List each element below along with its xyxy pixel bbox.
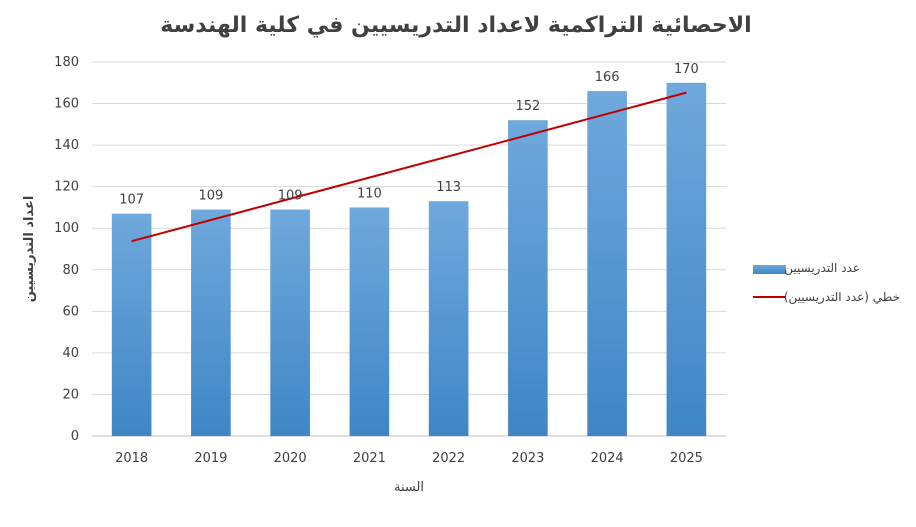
data-label: 152 [515, 99, 540, 114]
x-tick-label: 2025 [670, 451, 703, 466]
x-tick-label: 2021 [353, 451, 386, 466]
bar [270, 209, 310, 436]
x-axis: 2018 2019 2020 2021 2022 2023 2024 2025 [115, 451, 703, 466]
data-label: 110 [357, 186, 382, 201]
y-tick-label: 180 [54, 55, 79, 70]
y-axis: 0 20 40 60 80 100 120 140 160 180 [54, 55, 79, 444]
bar [111, 213, 152, 436]
chart-title: الاحصائية التراكمية لاعداد التدريسيين في… [160, 13, 751, 38]
x-tick-label: 2020 [274, 451, 307, 466]
y-tick-label: 160 [54, 97, 79, 112]
bar [191, 209, 231, 436]
bar [508, 120, 548, 436]
legend-swatch-bars [753, 265, 786, 274]
legend-label-bars: عدد التدريسيين [784, 261, 860, 276]
data-label: 113 [436, 180, 461, 195]
x-tick-label: 2018 [115, 451, 148, 466]
data-labels: 107 109 109 110 113 152 166 170 [119, 62, 699, 208]
data-label: 109 [198, 189, 223, 204]
y-tick-label: 40 [62, 346, 79, 361]
y-tick-label: 80 [62, 263, 79, 278]
y-tick-label: 120 [54, 180, 79, 195]
y-axis-title: اعداد التدريسيين [22, 196, 37, 303]
x-axis-title: السنة [394, 480, 424, 495]
x-tick-label: 2022 [432, 451, 465, 466]
x-tick-label: 2019 [194, 451, 227, 466]
y-tick-label: 60 [62, 304, 79, 319]
y-tick-label: 20 [62, 387, 79, 402]
trendline [131, 91, 687, 243]
legend-label-trendline: خطي (عدد التدريسيين) [784, 290, 900, 305]
trendline-path [131, 91, 687, 243]
x-tick-label: 2023 [511, 451, 544, 466]
gridlines [92, 61, 726, 437]
bar [587, 91, 627, 436]
bar [428, 201, 469, 436]
data-label: 109 [278, 189, 303, 204]
data-label: 166 [595, 70, 620, 85]
y-tick-label: 100 [54, 221, 79, 236]
bar [666, 82, 707, 437]
y-tick-label: 0 [71, 429, 79, 444]
bars [111, 82, 707, 437]
legend: عدد التدريسيين خطي (عدد التدريسيين) [753, 261, 900, 305]
legend-item-bars: عدد التدريسيين [753, 261, 860, 276]
y-tick-label: 140 [54, 138, 79, 153]
x-tick-label: 2024 [591, 451, 624, 466]
data-label: 107 [119, 193, 144, 208]
bar [349, 207, 390, 436]
legend-item-trendline: خطي (عدد التدريسيين) [753, 290, 900, 305]
data-label: 170 [674, 62, 699, 77]
